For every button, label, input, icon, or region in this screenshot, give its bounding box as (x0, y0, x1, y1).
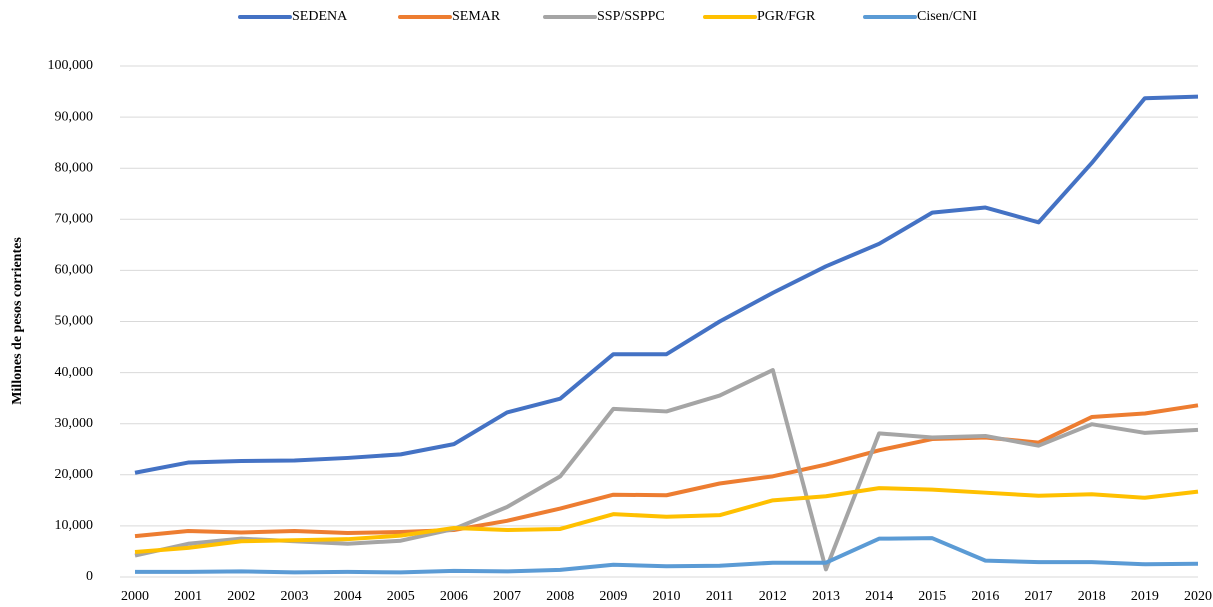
x-tick-label: 2017 (1025, 589, 1053, 604)
legend-label: SEDENA (292, 9, 348, 24)
x-tick-label: 2003 (280, 589, 308, 604)
x-tick-label: 2004 (334, 589, 362, 604)
x-tick-label: 2012 (759, 589, 787, 604)
y-tick-label: 50,000 (55, 314, 94, 329)
x-tick-label: 2002 (227, 589, 255, 604)
y-tick-label: 80,000 (55, 160, 94, 175)
y-tick-label: 100,000 (48, 58, 94, 73)
y-tick-label: 90,000 (55, 109, 94, 124)
x-tick-label: 2006 (440, 589, 468, 604)
x-tick-label: 2018 (1078, 589, 1106, 604)
y-tick-label: 70,000 (55, 212, 94, 227)
series-line (134, 486, 1199, 554)
legend-label: SSP/SSPPC (597, 9, 665, 24)
legend-label: Cisen/CNI (917, 9, 977, 24)
x-tick-label: 2014 (865, 589, 893, 604)
x-tick-label: 2007 (493, 589, 521, 604)
x-tick-label: 2000 (121, 589, 149, 604)
legend-label: PGR/FGR (757, 9, 816, 24)
x-tick-label: 2015 (918, 589, 946, 604)
x-tick-label: 2001 (174, 589, 202, 604)
x-tick-label: 2019 (1131, 589, 1159, 604)
x-tick-label: 2010 (653, 589, 681, 604)
legend-label: SEMAR (452, 9, 501, 24)
y-tick-label: 40,000 (55, 365, 94, 380)
x-tick-label: 2011 (706, 589, 733, 604)
y-axis-label: Millones de pesos corrientes (10, 237, 25, 405)
x-tick-label: 2009 (599, 589, 627, 604)
series-line (135, 536, 1199, 575)
series-line (134, 94, 1199, 475)
series-line (134, 368, 1199, 572)
y-tick-label: 30,000 (55, 416, 94, 431)
y-tick-label: 0 (86, 569, 93, 584)
x-tick-label: 2016 (971, 589, 999, 604)
y-tick-label: 20,000 (55, 467, 94, 482)
y-tick-label: 10,000 (55, 518, 94, 533)
x-tick-label: 2005 (387, 589, 415, 604)
y-tick-label: 60,000 (55, 263, 94, 278)
x-tick-label: 2020 (1184, 589, 1212, 604)
x-tick-label: 2008 (546, 589, 574, 604)
x-tick-label: 2013 (812, 589, 840, 604)
